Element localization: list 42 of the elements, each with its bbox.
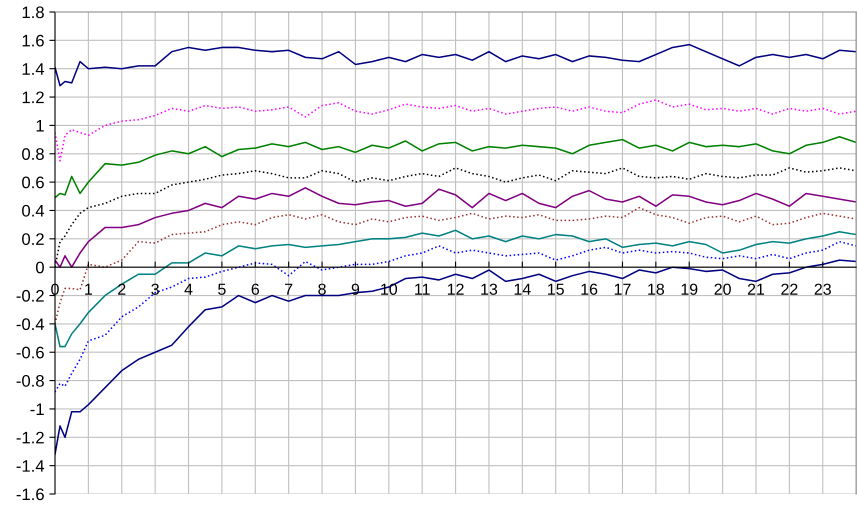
x-tick-label: 6 [252,284,260,295]
y-tick-label: -0.6 [16,346,44,358]
x-tick-label: 22 [781,284,798,295]
x-tick-label: 21 [748,284,764,295]
y-tick-label: 1.6 [22,34,44,47]
x-tick-label: 15 [548,284,564,295]
y-tick-label: -0.4 [16,318,44,330]
y-tick-label: 0 [36,262,44,274]
x-tick-label: 17 [614,284,631,295]
x-tick-label: 12 [448,284,464,295]
y-tick-label: -1.4 [16,460,44,472]
y-tick-label: 1.8 [22,6,44,18]
y-tick-label: -1 [30,404,44,415]
y-tick-label: -0.8 [16,374,44,387]
y-tick-label: 1.4 [22,63,44,75]
y-tick-label: 0.6 [22,176,44,188]
x-tick-label: 3 [151,284,159,295]
x-tick-label: 20 [714,284,731,295]
x-tick-label: 8 [318,284,326,295]
x-tick-label: 11 [415,284,430,295]
y-tick-label: 1.2 [22,91,44,104]
y-tick-label: 0.4 [22,204,44,217]
x-tick-label: 14 [514,284,531,295]
x-tick-label: 13 [481,284,498,295]
line-series [55,44,856,86]
y-tick-label: 1 [36,120,44,132]
y-tick-label: 0.2 [22,233,44,246]
line-series [55,136,856,198]
y-tick-label: -1.2 [16,432,44,444]
x-tick-label: 2 [118,284,126,295]
line-series [55,99,856,162]
x-tick-label: 16 [581,284,598,295]
y-tick-label: -0.2 [16,290,44,302]
x-tick-label: 19 [682,284,698,295]
x-tick-label: 7 [285,284,292,295]
x-tick-label: 18 [648,284,664,295]
x-tick-label: 4 [184,284,192,295]
y-tick-label: -1.6 [16,488,44,500]
y-tick-label: 0.8 [22,148,44,160]
x-tick-label: 5 [218,284,226,295]
x-tick-label: 1 [85,284,92,295]
x-tick-label: 23 [814,284,831,295]
